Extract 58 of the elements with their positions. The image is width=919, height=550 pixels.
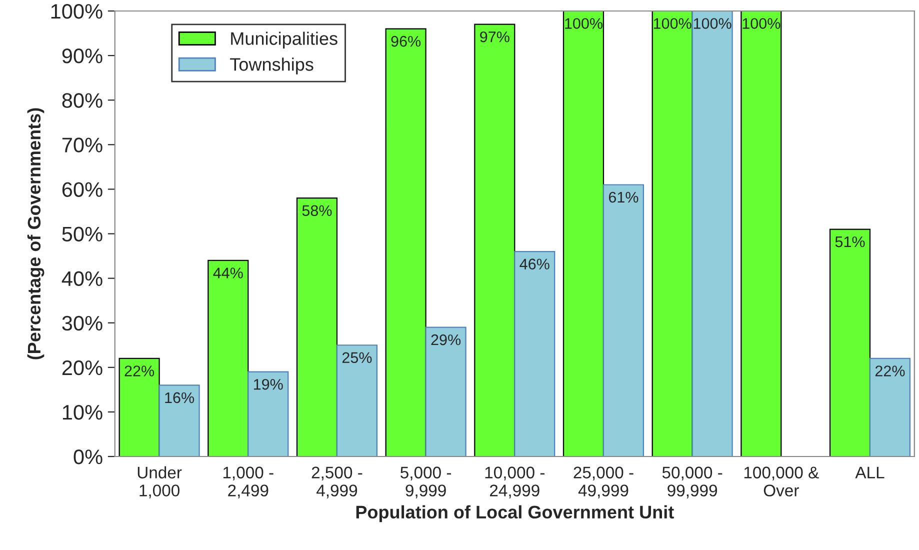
data-label: 25% bbox=[342, 352, 372, 364]
bar bbox=[602, 184, 644, 456]
data-label: 51% bbox=[835, 236, 865, 248]
data-label: 100% bbox=[694, 18, 732, 29]
data-label: 100% bbox=[565, 18, 602, 29]
bar bbox=[248, 371, 289, 456]
data-label: 100% bbox=[654, 18, 692, 29]
x-tick-label: 10,000 - 24,999 bbox=[485, 466, 544, 498]
y-tick-label: 60% bbox=[62, 182, 102, 197]
bar bbox=[562, 11, 604, 456]
bar bbox=[740, 11, 782, 456]
data-label: 16% bbox=[165, 392, 194, 404]
y-tick-label: 0% bbox=[74, 450, 102, 464]
legend-label: Townships bbox=[230, 58, 314, 74]
data-label: 19% bbox=[254, 378, 283, 390]
data-label: 58% bbox=[302, 205, 332, 216]
x-tick-label: 25,000 - 49,999 bbox=[574, 466, 634, 498]
y-tick-label: 40% bbox=[62, 271, 102, 286]
bar bbox=[296, 198, 338, 456]
bar bbox=[336, 344, 378, 456]
bar bbox=[158, 384, 200, 456]
y-tick-label: 80% bbox=[62, 93, 102, 108]
x-tick-label: 50,000 - 99,999 bbox=[662, 466, 722, 498]
bar bbox=[692, 11, 733, 456]
bar bbox=[425, 326, 466, 456]
bar bbox=[385, 28, 426, 456]
data-label: 22% bbox=[124, 366, 154, 376]
data-label: 100% bbox=[742, 18, 780, 29]
y-tick-label: 50% bbox=[62, 226, 102, 242]
y-tick-label: 20% bbox=[62, 360, 102, 376]
x-tick-label: 5,000 - 9,999 bbox=[400, 466, 452, 498]
bar bbox=[118, 358, 160, 456]
x-tick-label: 2,500 - 4,999 bbox=[312, 466, 362, 498]
y-tick-label: 70% bbox=[62, 138, 102, 152]
data-label: 44% bbox=[213, 268, 243, 278]
bar bbox=[474, 24, 516, 456]
bar bbox=[208, 260, 249, 456]
x-tick-label: 100,000 & Over bbox=[744, 466, 819, 496]
data-label: 61% bbox=[608, 192, 638, 203]
y-tick-label: 100% bbox=[51, 4, 102, 19]
x-tick-label: 1,000 - 2,499 bbox=[223, 466, 274, 498]
bar bbox=[514, 251, 556, 456]
y-axis-title: (Percentage of Governments) bbox=[27, 108, 44, 360]
bar bbox=[829, 228, 871, 456]
x-axis-title: Population of Local Government Unit bbox=[356, 505, 674, 522]
x-tick-label: Under 1,000 bbox=[138, 466, 182, 498]
y-tick-label: 30% bbox=[62, 316, 102, 331]
y-tick-label: 90% bbox=[62, 48, 102, 64]
y-tick-label: 10% bbox=[62, 404, 102, 420]
bar bbox=[652, 11, 693, 456]
data-label: 96% bbox=[391, 36, 421, 47]
data-label: 22% bbox=[875, 366, 905, 376]
data-label: 46% bbox=[520, 258, 550, 270]
data-label: 97% bbox=[480, 31, 510, 42]
legend-label: Municipalities bbox=[231, 32, 338, 49]
data-label: 29% bbox=[431, 334, 461, 346]
x-tick-label: ALL bbox=[855, 466, 884, 478]
bar bbox=[869, 358, 911, 456]
